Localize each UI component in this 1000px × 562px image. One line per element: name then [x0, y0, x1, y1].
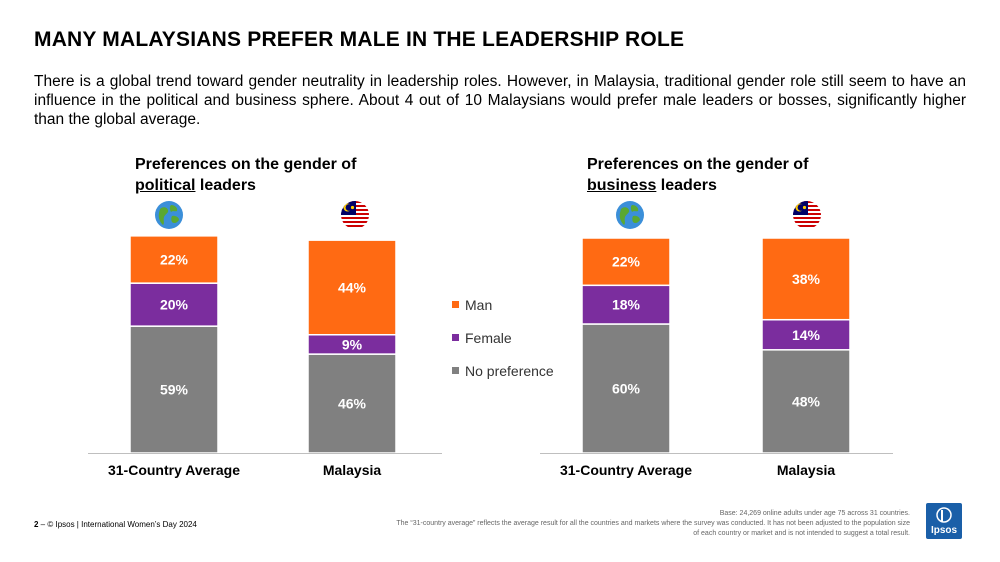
- business-category-label-average: 31-Country Average: [560, 462, 692, 478]
- legend-item-man: Man: [452, 288, 554, 321]
- political-label-malaysia-man: 44%: [338, 279, 367, 295]
- malaysia-flag-icon: [341, 201, 369, 229]
- business-label-average-man: 22%: [612, 254, 641, 270]
- globe-icon: [155, 201, 183, 229]
- business-label-average-no-preference: 60%: [612, 381, 641, 397]
- business-chart-title: Preferences on the gender of business le…: [587, 154, 808, 196]
- business-label-average-female: 18%: [612, 297, 641, 313]
- legend-label-no-preference: No preference: [465, 362, 554, 379]
- intro-paragraph: There is a global trend toward gender ne…: [34, 73, 966, 128]
- page-number: 2: [34, 520, 39, 529]
- business-bar-average-female: [581, 284, 671, 325]
- footer-source: 2 – © Ipsos | International Women’s Day …: [34, 520, 197, 529]
- political-category-label-malaysia: Malaysia: [323, 462, 382, 478]
- political-chart-title-suffix: leaders: [195, 177, 256, 194]
- ipsos-logo-text: Ipsos: [930, 525, 958, 536]
- political-bar-average-man: [129, 235, 219, 284]
- business-category-label-malaysia: Malaysia: [777, 462, 836, 478]
- political-chart-title-line1: Preferences on the gender of: [135, 156, 357, 173]
- political-chart-title-keyword: political: [135, 177, 196, 194]
- business-bar-malaysia-no-preference: [761, 349, 851, 454]
- political-category-label-average: 31-Country Average: [108, 462, 240, 478]
- legend-swatch-man: [452, 301, 459, 308]
- political-label-average-man: 22%: [160, 252, 189, 268]
- political-label-average-female: 20%: [160, 297, 189, 313]
- business-bar-average-no-preference: [581, 323, 671, 454]
- footer-source-text: – © Ipsos | International Women’s Day 20…: [38, 520, 197, 529]
- business-chart-title-line1: Preferences on the gender of: [587, 156, 809, 173]
- business-chart-title-suffix: leaders: [656, 177, 717, 194]
- legend-swatch-female: [452, 334, 459, 341]
- political-label-average-no-preference: 59%: [160, 382, 189, 398]
- footnote-base: Base: 24,269 online adults under age 75 …: [719, 510, 910, 517]
- political-label-malaysia-female: 9%: [342, 336, 363, 352]
- business-chart-title-keyword: business: [587, 177, 657, 194]
- legend-item-female: Female: [452, 321, 554, 354]
- footnote: Base: 24,269 online adults under age 75 …: [390, 509, 910, 539]
- legend-swatch-no-preference: [452, 367, 459, 374]
- ipsos-logo: Ipsos: [926, 503, 962, 539]
- political-bar-average-no-preference: [129, 325, 219, 454]
- political-chart-title: Preferences on the gender of political l…: [135, 154, 356, 196]
- page-title: MANY MALAYSIANS PREFER MALE IN THE LEADE…: [34, 28, 685, 51]
- business-bar-malaysia-man: [761, 237, 851, 321]
- business-bar-malaysia-female: [761, 318, 851, 351]
- business-label-malaysia-female: 14%: [792, 327, 821, 343]
- legend-item-no-preference: No preference: [452, 354, 554, 387]
- business-label-malaysia-man: 38%: [792, 271, 821, 287]
- globe-icon: [616, 201, 644, 229]
- footnote-average: The “31-country average” reflects the av…: [396, 520, 910, 537]
- political-bar-average-female: [129, 282, 219, 327]
- ipsos-logo-mark-icon: [936, 507, 952, 523]
- business-bar-average-man: [581, 237, 671, 287]
- business-label-malaysia-no-preference: 48%: [792, 393, 821, 409]
- political-bar-malaysia-man: [307, 239, 397, 336]
- legend-label-man: Man: [465, 296, 493, 313]
- malaysia-flag-icon: [793, 201, 821, 229]
- chart-legend: Man Female No preference: [452, 288, 554, 387]
- legend-label-female: Female: [465, 329, 512, 346]
- political-label-malaysia-no-preference: 46%: [338, 396, 367, 412]
